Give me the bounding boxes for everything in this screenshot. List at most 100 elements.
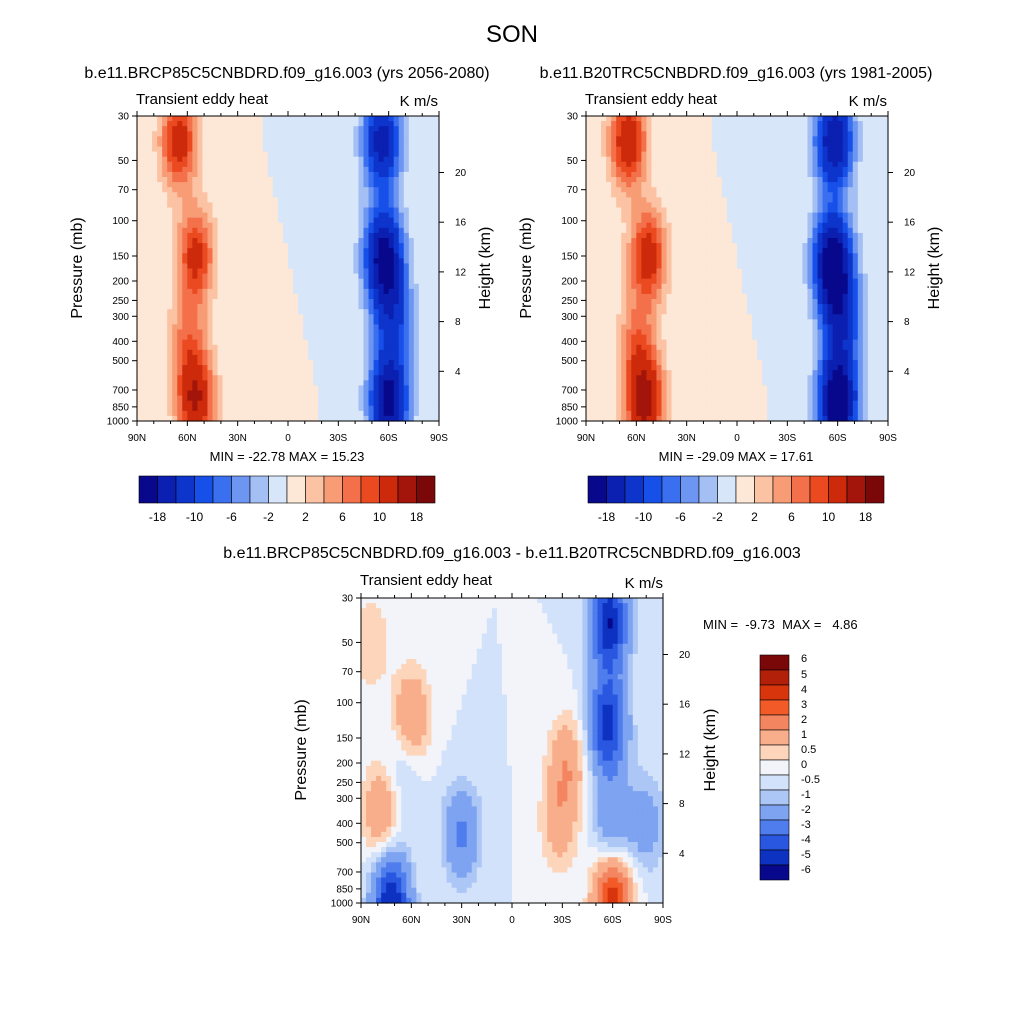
field-cell [661,141,668,148]
field-cell [323,354,329,361]
field-cell [328,385,334,392]
field-cell [227,222,234,229]
field-cell [313,329,319,336]
field-cell [272,370,279,376]
field-cell [423,283,430,290]
field-cell [272,344,279,351]
field-cell [636,131,642,137]
field-cell [373,177,380,183]
field-cell [591,354,597,361]
field-cell [403,334,410,341]
field-cell [681,141,688,148]
field-cell [328,334,334,341]
field-cell [596,385,602,392]
field-cell [187,227,193,234]
field-cell [606,177,612,183]
y-tick-label: 50 [118,156,130,167]
field-cell [363,385,370,392]
field-cell [646,166,653,173]
field-cell [187,217,193,224]
field-cell [378,293,385,300]
field-cell [348,410,355,417]
field-cell [202,344,209,351]
field-cell [182,258,188,265]
field-cell [616,370,622,376]
field-cell [621,395,627,402]
field-cell [217,278,224,285]
field-cell [611,177,617,183]
field-cell [338,182,344,188]
field-cell [192,400,198,407]
field-cell [601,354,607,361]
field-cell [641,319,647,326]
field-cell [303,415,309,422]
field-cell [348,156,355,163]
field-cell [318,187,324,193]
field-cell [277,329,284,336]
field-cell [172,177,178,183]
field-cell [661,360,668,366]
field-cell [142,405,148,412]
field-cell [433,136,440,143]
field-cell [586,151,592,158]
field-cell [142,146,148,153]
field-cell [363,217,370,224]
field-cell [162,192,168,198]
field-cell [257,319,264,326]
field-cell [383,126,390,132]
field-cell [388,329,395,336]
field-cell [368,222,375,229]
field-cell [202,197,209,204]
field-cell [197,177,204,183]
field-cell [591,182,597,188]
field-cell [197,263,204,270]
field-cell [646,222,653,229]
field-cell [147,314,153,320]
field-cell [293,299,299,305]
field-cell [333,334,339,341]
field-cell [383,375,390,381]
field-cell [298,136,304,143]
field-cell [676,354,683,361]
field-cell [202,131,209,137]
field-cell [303,334,309,341]
field-cell [313,156,319,163]
field-cell [626,380,632,387]
field-cell [596,182,602,188]
field-cell [631,395,637,402]
field-cell [172,227,178,234]
field-cell [237,238,244,244]
field-cell [388,202,395,209]
field-cell [383,344,390,351]
field-cell [423,268,430,275]
field-cell [323,136,329,143]
field-cell [676,227,683,234]
field-cell [368,151,375,158]
field-cell [591,415,597,422]
field-cell [293,232,299,239]
field-cell [303,395,309,402]
field-cell [323,365,329,371]
panel2-file-title: b.e11.B20TRC5CNBDRD.f09_g16.003 (yrs 198… [540,65,933,82]
field-cell [308,344,314,351]
field-cell [298,349,304,356]
field-cell [318,207,324,214]
field-cell [656,370,663,376]
field-cell [363,395,370,402]
field-cell [172,334,178,341]
field-cell [661,410,668,417]
field-cell [177,365,183,371]
field-cell [192,126,198,132]
field-cell [303,380,309,387]
field-cell [646,405,653,412]
field-cell [242,243,249,249]
field-cell [187,268,193,275]
field-cell [157,222,163,229]
field-cell [423,288,430,295]
field-cell [616,243,622,249]
field-cell [262,192,269,198]
field-cell [157,217,163,224]
field-cell [423,207,430,214]
field-cell [222,263,229,270]
field-cell [418,151,425,158]
